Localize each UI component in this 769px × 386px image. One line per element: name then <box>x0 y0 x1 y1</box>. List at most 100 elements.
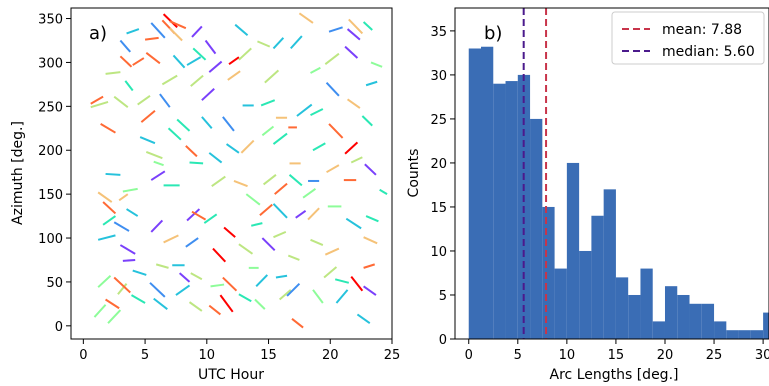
panel-label-b: b) <box>484 23 502 44</box>
x-axis-ticks-a: 0 5 10 15 20 25 <box>79 339 400 363</box>
arc-segment <box>113 221 130 232</box>
x-tick-label: 25 <box>706 348 723 363</box>
arc-segment <box>310 108 324 117</box>
histogram-bar <box>542 206 555 339</box>
arc-segment <box>113 95 129 109</box>
arc-segment <box>295 209 307 219</box>
bar-layer <box>468 46 769 340</box>
arc-segment <box>105 71 121 75</box>
arc-segment <box>204 39 217 55</box>
arc-segment <box>159 93 171 108</box>
arc-segment <box>361 115 373 127</box>
arc-segment <box>97 234 116 241</box>
arc-segment <box>225 143 240 154</box>
arc-segment <box>105 298 120 310</box>
arc-segment <box>272 132 288 145</box>
arc-segment <box>365 215 379 223</box>
y-tick-label: 35 <box>430 25 447 40</box>
arc-segment <box>150 22 166 39</box>
arc-segment <box>325 81 340 97</box>
arc-segment <box>119 244 136 255</box>
histogram-bar <box>677 294 690 339</box>
arc-segment <box>222 276 238 292</box>
arc-segment <box>191 25 203 38</box>
arc-segment <box>228 56 240 66</box>
arc-segment <box>140 109 156 123</box>
arc-segment <box>370 61 383 68</box>
arc-segment <box>344 45 359 59</box>
arc-segment <box>130 294 146 304</box>
arc-segment <box>346 28 361 41</box>
arc-segment <box>139 136 156 145</box>
histogram-bar <box>579 250 592 339</box>
arc-segment <box>117 283 128 295</box>
arc-segment <box>286 282 301 297</box>
histogram-bar <box>530 118 543 339</box>
arc-segment <box>137 94 151 106</box>
arc-segment <box>238 243 254 255</box>
arc-segment <box>93 304 107 318</box>
arc-segment <box>90 95 104 105</box>
y-axis-ticks-b: 0 5 10 15 20 25 30 35 <box>430 25 455 348</box>
arc-segment <box>155 263 169 269</box>
arc-segment <box>222 116 235 132</box>
arc-segment <box>365 80 378 87</box>
x-tick-label: 25 <box>384 348 401 363</box>
arc-segment <box>307 207 320 221</box>
arc-segment <box>261 237 276 252</box>
arc-segment <box>102 201 117 215</box>
x-axis-ticks-b: 0 5 10 15 20 25 30 <box>465 339 769 363</box>
arc-segment <box>163 234 179 244</box>
arc-segment <box>90 100 109 109</box>
arc-segment <box>122 187 138 193</box>
arc-segment <box>344 141 359 155</box>
arc-segment <box>288 174 303 187</box>
histogram-bar <box>628 294 641 339</box>
y-tick-label: 50 <box>46 276 63 291</box>
arc-segment <box>105 172 121 176</box>
arc-segment <box>172 54 186 69</box>
arc-segment <box>175 284 191 296</box>
arc-segment <box>379 188 388 195</box>
panel-label-a: a) <box>89 23 107 44</box>
arc-segment <box>124 80 134 92</box>
arc-segment <box>126 208 139 217</box>
arc-segment <box>254 298 266 310</box>
arc-segment <box>185 145 198 158</box>
arc-segment <box>233 180 248 188</box>
y-tick-label: 200 <box>38 144 63 159</box>
arc-segment <box>324 247 340 256</box>
arc-segment <box>211 175 226 188</box>
legend-label-mean: mean: 7.88 <box>662 22 742 38</box>
arc-segment <box>364 163 377 176</box>
histogram-bar <box>726 330 739 339</box>
histogram-panel: 0 5 10 15 20 25 30 0 5 10 15 20 25 30 35 b) Arc Lengt… <box>406 7 769 383</box>
arc-segment <box>240 139 255 154</box>
arc-segment <box>97 191 113 203</box>
arc-segment <box>334 278 350 284</box>
arc-segment <box>238 293 252 303</box>
arc-segment <box>251 222 263 227</box>
y-tick-label: 150 <box>38 188 63 203</box>
arc-segment <box>119 55 133 68</box>
arc-segment <box>122 258 136 262</box>
arc-segment <box>107 309 122 324</box>
arc-segment <box>335 289 349 304</box>
arc-segment <box>189 161 204 165</box>
arc-segment <box>176 118 191 132</box>
arc-segment <box>356 313 371 325</box>
arc-segment <box>363 236 378 245</box>
arc-segment <box>345 217 362 230</box>
y-tick-label: 100 <box>38 232 63 247</box>
histogram-bar <box>689 303 702 339</box>
x-tick-label: 0 <box>465 348 473 363</box>
y-tick-label: 300 <box>38 56 63 71</box>
arc-segment <box>150 219 164 233</box>
arc-segment <box>348 18 364 35</box>
arc-segment <box>274 182 288 195</box>
arc-segment <box>149 282 166 298</box>
arc-segment <box>210 283 225 288</box>
arc-segment <box>119 39 132 53</box>
arc-segment <box>234 23 249 36</box>
arc-segment <box>201 88 215 101</box>
